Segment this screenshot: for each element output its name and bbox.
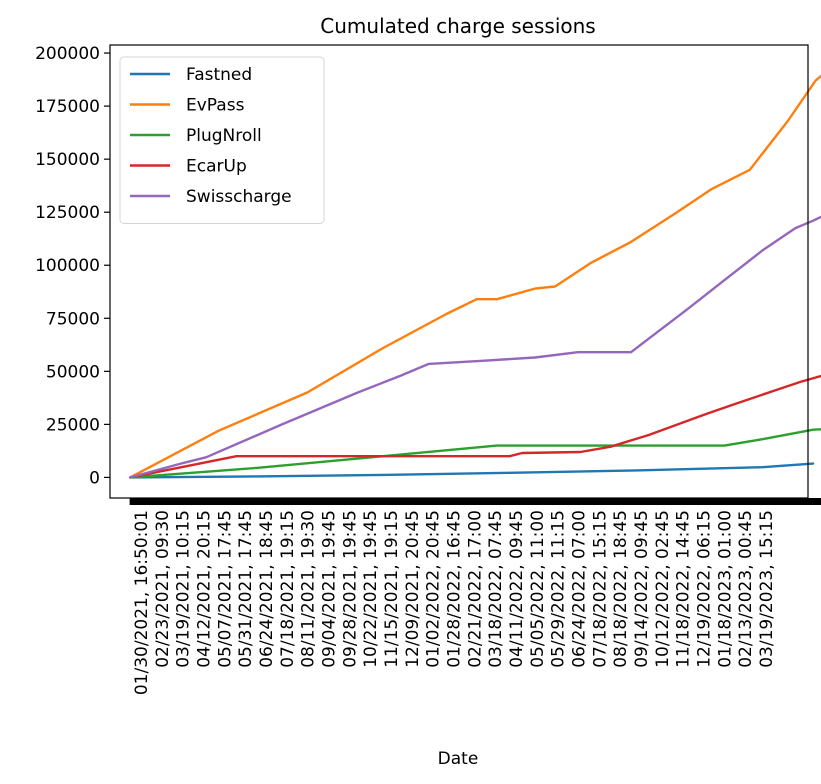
legend-label: EvPass — [186, 96, 245, 116]
x-tick-marks — [129, 498, 821, 505]
series-line-ecarup — [128, 374, 821, 479]
x-tick-label: 07/18/2021, 19:15 — [278, 510, 298, 668]
x-tick-label: 01/18/2023, 01:00 — [715, 510, 735, 668]
x-tick-label: 09/04/2021, 19:45 — [320, 510, 340, 668]
x-tick-label: 09/28/2021, 19:45 — [340, 510, 360, 668]
x-tick-label: 08/11/2021, 19:30 — [299, 510, 319, 668]
x-tick-label: 05/31/2021, 17:45 — [236, 510, 256, 668]
y-tick-label: 25000 — [46, 415, 100, 435]
x-tick-label: 05/05/2022, 11:00 — [528, 510, 548, 668]
chart-title: Cumulated charge sessions — [320, 14, 595, 38]
plot-frame — [109, 44, 809, 499]
y-tick-label: 150000 — [35, 150, 100, 170]
x-tick-label: 01/28/2022, 16:45 — [445, 510, 465, 668]
series-line-plugnroll — [128, 428, 821, 479]
series-line-swisscharge — [128, 215, 821, 479]
series-layer — [128, 74, 821, 479]
x-tick-label: 07/18/2022, 15:15 — [590, 510, 610, 668]
x-tick-label: 11/18/2022, 14:45 — [674, 510, 694, 668]
x-tick-label: 01/02/2022, 20:45 — [424, 510, 444, 668]
x-tick-label: 10/12/2022, 02:45 — [653, 510, 673, 668]
x-tick-label: 12/19/2022, 06:15 — [695, 510, 715, 668]
y-tick-label: 125000 — [35, 203, 100, 223]
legend-label: Swisscharge — [186, 187, 292, 207]
legend: Fastned EvPass PlugNroll EcarUp Swisscharge — [119, 56, 325, 224]
y-tick-label: 175000 — [35, 97, 100, 117]
x-tick-label: 05/29/2022, 11:15 — [549, 510, 569, 668]
x-tick-label: 11/15/2021, 19:15 — [382, 510, 402, 668]
y-tick-label: 75000 — [46, 309, 100, 329]
y-tick-label: 200000 — [35, 44, 100, 64]
x-tick-label: 09/14/2022, 09:45 — [632, 510, 652, 668]
x-tick-label: 02/21/2022, 17:00 — [465, 510, 485, 668]
x-tick-label: 02/23/2021, 09:30 — [153, 510, 173, 668]
x-tick-label: 03/19/2023, 15:15 — [757, 510, 777, 668]
axis-layer: 0 25000 50000 75000 100000 125000 150000 175000… — [35, 44, 821, 695]
legend-label: Fastned — [186, 65, 252, 85]
x-tick-label: 02/13/2023, 00:45 — [736, 510, 756, 668]
x-tick-label: 06/24/2021, 18:45 — [257, 510, 277, 668]
x-tick-label: 10/22/2021, 19:45 — [361, 510, 381, 668]
x-tick-label: 03/18/2022, 07:45 — [486, 510, 506, 668]
x-tick-label: 06/24/2022, 07:00 — [570, 510, 590, 668]
x-tick-label: 05/07/2021, 17:45 — [215, 510, 235, 668]
x-axis-label: Date — [438, 749, 479, 769]
series-line-fastned — [128, 462, 815, 479]
legend-label: PlugNroll — [186, 126, 262, 146]
x-tick-label: 03/19/2021, 10:15 — [174, 510, 194, 668]
legend-label: EcarUp — [186, 157, 247, 177]
legend-box — [119, 56, 325, 224]
y-tick-label: 0 — [89, 468, 100, 488]
x-tick-label: 04/11/2022, 09:45 — [507, 510, 527, 668]
x-tick-label: 12/09/2021, 20:45 — [403, 510, 423, 668]
x-tick-label: 08/18/2022, 18:45 — [611, 510, 631, 668]
series-line-evpass — [128, 74, 821, 479]
y-tick-label: 100000 — [35, 256, 100, 276]
x-tick-label: 04/12/2021, 20:15 — [195, 510, 215, 668]
x-tick-label: 01/30/2021, 16:50:01 — [132, 510, 152, 695]
y-tick-label: 50000 — [46, 362, 100, 382]
